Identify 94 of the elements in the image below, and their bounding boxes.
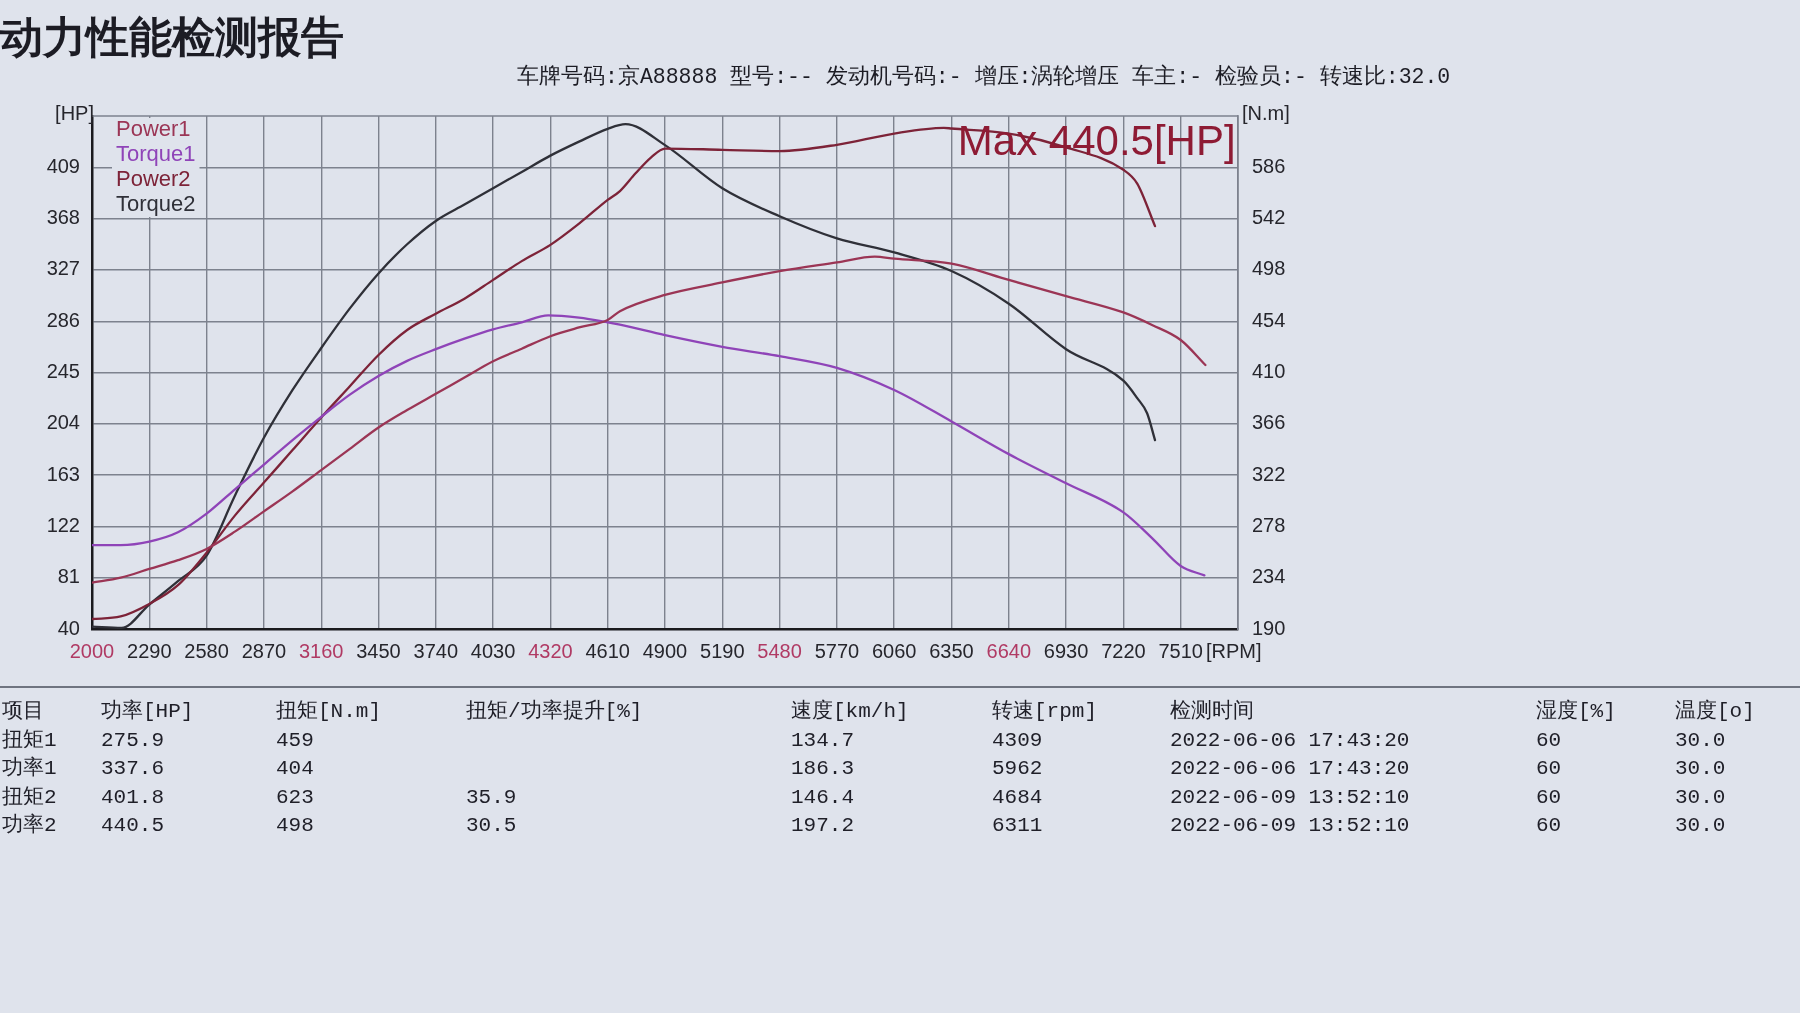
x-tick-label: 2290 [127, 639, 172, 662]
category-label: 检测时间 [1170, 698, 1254, 725]
x-tick-label: 4030 [470, 639, 516, 662]
x-tick-label: 2870 [241, 639, 287, 662]
category-label: 功率1 [2, 757, 57, 780]
text: 401.8 [101, 785, 165, 809]
text: 60 [1536, 757, 1562, 780]
chart-subtitle: 车牌号码:京A88888 型号:-- 发动机号码:- 增压:涡轮增压 车主:- 检验员:- 转速比:32.0 [517, 63, 1451, 90]
text: 404 [276, 757, 314, 780]
x-axis-title: [RPM] [1205, 639, 1262, 662]
y2-tick-label: 410 [1252, 360, 1286, 383]
x-tick-label: 4610 [585, 639, 630, 662]
category-label: 扭矩1 [2, 728, 57, 752]
y-tick-label: 368 [46, 206, 80, 229]
x-tick-label: 6640 [986, 639, 1032, 662]
text: 440.5 [101, 814, 165, 837]
category-label: 温度[o] [1675, 698, 1755, 725]
text: 134.7 [791, 728, 855, 752]
text: 498 [276, 814, 314, 837]
text: 项目 [2, 699, 44, 725]
x-tick-label: 3740 [413, 639, 459, 662]
x-tick-label: 5770 [814, 639, 860, 662]
text: Power2 [116, 166, 191, 192]
y2-tick-label: 190 [1252, 616, 1286, 639]
x-tick-label: 5190 [700, 639, 745, 662]
y2-tick-label: 498 [1252, 257, 1286, 280]
text: 60 [1536, 785, 1562, 809]
y-tick-label: 409 [46, 154, 80, 177]
category-label: 扭矩/功率提升[%] [466, 698, 643, 725]
x-tick-label: 6930 [1043, 639, 1089, 662]
line-series [92, 255, 1207, 584]
category-label: 速度[km/h] [791, 698, 909, 725]
text: 2022-06-09 13:52:10 [1170, 814, 1410, 837]
category-label: 扭矩[N.m] [276, 699, 382, 725]
text: 275.9 [101, 728, 165, 752]
text: Torque1 [116, 141, 196, 167]
y-tick-label: 81 [57, 565, 80, 588]
text: 2022-06-09 13:52:10 [1170, 785, 1410, 809]
y-tick-label: 40 [57, 616, 80, 639]
text: 146.4 [791, 785, 855, 809]
y2-tick-label: 586 [1252, 154, 1286, 177]
y2-tick-label: 234 [1252, 565, 1286, 588]
y-tick-label: 122 [46, 513, 80, 536]
x-tick-label: 2580 [184, 639, 229, 662]
x-tick-label: 7510 [1158, 639, 1203, 662]
text: 30.0 [1675, 785, 1726, 809]
x-tick-label: 3450 [356, 639, 401, 662]
y2-tick-label: 366 [1252, 411, 1286, 434]
text: 197.2 [791, 814, 855, 837]
text: 30.0 [1675, 814, 1726, 837]
text: 623 [276, 785, 314, 809]
text: 337.6 [101, 757, 165, 780]
text: Power1 [116, 116, 191, 142]
text: 6311 [992, 814, 1043, 837]
text: 4684 [992, 785, 1043, 809]
text: 5962 [992, 757, 1043, 780]
category-label: 转速[rpm] [992, 698, 1098, 725]
category-label: 功率2 [2, 814, 57, 837]
y-tick-label: 204 [46, 411, 80, 434]
text: 30.0 [1675, 757, 1726, 780]
x-tick-label: 4900 [642, 639, 688, 662]
x-tick-label: 5480 [757, 639, 802, 662]
y2-tick-label: 542 [1252, 206, 1286, 229]
y-tick-label: 163 [46, 462, 80, 485]
x-tick-label: 3160 [298, 639, 344, 662]
y2-tick-label: 454 [1252, 308, 1286, 331]
text: 60 [1536, 728, 1562, 752]
y2-tick-label: 278 [1252, 513, 1286, 536]
text: 4309 [992, 728, 1043, 752]
category-label: 湿度[%] [1536, 698, 1616, 725]
x-tick-label: 6350 [929, 639, 974, 662]
y-tick-label: 245 [46, 360, 80, 383]
chart-title: 动力性能检测报告 [0, 11, 344, 64]
text: 30.5 [466, 814, 517, 837]
text: Torque2 [116, 191, 196, 217]
y2-tick-label: 322 [1252, 462, 1286, 485]
line-series [92, 314, 1206, 577]
x-tick-label: 6060 [871, 639, 917, 662]
text: 459 [276, 728, 314, 752]
category-label: 扭矩2 [2, 785, 57, 809]
text: 186.3 [791, 757, 855, 780]
y2-axis-title: [N.m] [1242, 101, 1290, 124]
text: 60 [1536, 814, 1562, 837]
text: 2022-06-06 17:43:20 [1170, 757, 1410, 780]
x-tick-label: 2000 [69, 639, 115, 662]
y-tick-label: 286 [46, 308, 80, 331]
category-label: 功率[HP] [101, 698, 194, 725]
text: 2022-06-06 17:43:20 [1170, 728, 1410, 752]
text: 35.9 [466, 785, 517, 809]
x-tick-label: 7220 [1101, 639, 1146, 662]
text: 30.0 [1675, 728, 1726, 752]
y-axis-title: [HP] [55, 101, 94, 124]
x-tick-label: 4320 [528, 639, 573, 662]
y-tick-label: 327 [46, 257, 80, 280]
